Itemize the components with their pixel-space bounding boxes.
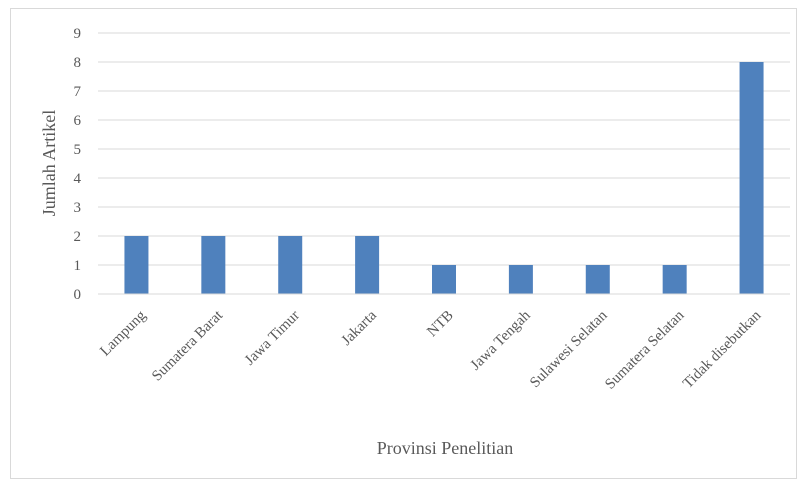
bars bbox=[124, 62, 764, 294]
y-tick-label: 0 bbox=[74, 287, 82, 303]
y-tick-label: 8 bbox=[74, 55, 82, 71]
x-tick-label: Tidak disebutkan bbox=[680, 307, 765, 392]
bar-jawa-timur bbox=[278, 236, 303, 294]
y-tick-label: 2 bbox=[74, 229, 82, 245]
bar-sulawesi-selatan bbox=[585, 265, 610, 294]
y-axis-ticks: 0 1 2 3 4 5 6 7 8 9 bbox=[74, 26, 82, 303]
y-tick-label: 9 bbox=[74, 26, 82, 42]
x-tick-label: NTB bbox=[424, 308, 457, 341]
y-axis-title: Jumlah Artikel bbox=[39, 110, 59, 217]
x-tick-label: Jakarta bbox=[339, 307, 381, 349]
x-tick-label: Sumatera Barat bbox=[149, 307, 227, 385]
y-tick-label: 7 bbox=[74, 84, 82, 100]
x-tick-label: Sumatera Selatan bbox=[602, 307, 688, 393]
bar-sumatera-barat bbox=[201, 236, 226, 294]
x-axis-ticks: Lampung Sumatera Barat Jawa Timur Jakarta NT… bbox=[97, 307, 764, 393]
x-tick-label: Jawa Timur bbox=[242, 308, 303, 369]
y-tick-label: 5 bbox=[74, 142, 82, 158]
y-tick-label: 3 bbox=[74, 200, 82, 216]
bar-jakarta bbox=[355, 236, 380, 294]
y-tick-label: 1 bbox=[74, 258, 82, 274]
bar-lampung bbox=[124, 236, 149, 294]
x-axis-title: Provinsi Penelitian bbox=[377, 438, 514, 458]
gridlines bbox=[98, 32, 790, 266]
bar-tidak-disebutkan bbox=[739, 62, 764, 294]
x-tick-label: Jawa Tengah bbox=[468, 307, 534, 373]
y-tick-label: 4 bbox=[74, 171, 82, 187]
x-tick-label: Sulawesi Selatan bbox=[527, 307, 611, 391]
x-tick-label: Lampung bbox=[97, 307, 149, 359]
bar-ntb bbox=[432, 265, 456, 294]
bar-sumatera-selatan bbox=[662, 265, 687, 294]
y-tick-label: 6 bbox=[74, 113, 82, 129]
bar-jawa-tengah bbox=[508, 265, 533, 294]
